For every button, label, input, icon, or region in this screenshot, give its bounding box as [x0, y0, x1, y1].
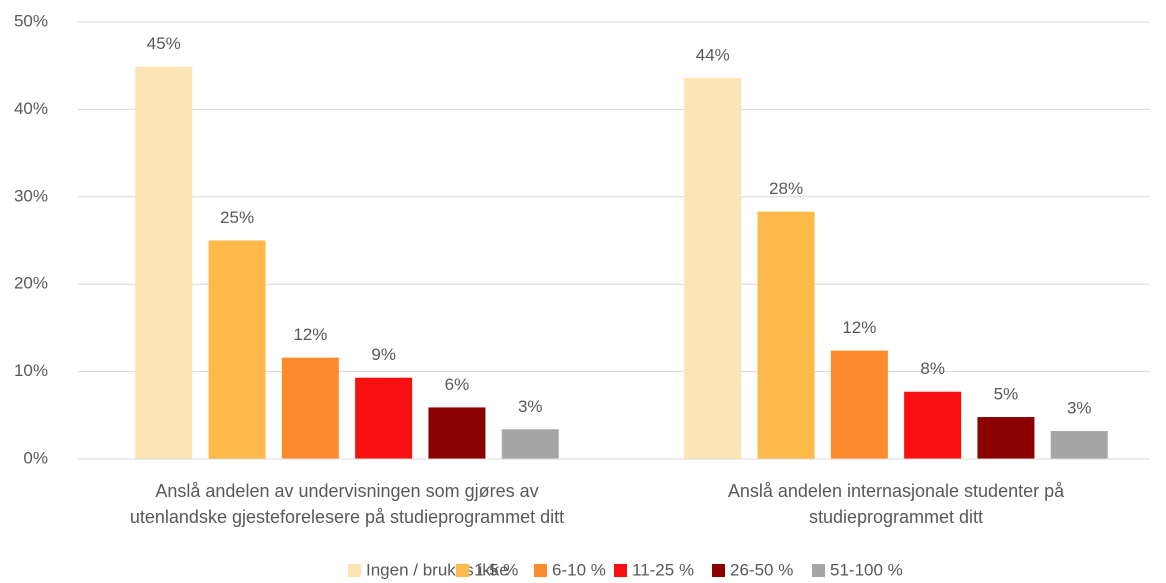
bar: [977, 417, 1035, 459]
bar: [757, 211, 815, 459]
x-tick-label: Anslå andelen av undervisningen som gjør…: [129, 481, 565, 527]
legend-label: 1-5 %: [474, 560, 518, 579]
y-tick-label: 40%: [14, 99, 48, 118]
legend-swatch: [456, 564, 469, 577]
legend-label: 6-10 %: [552, 560, 606, 579]
bar: [208, 240, 266, 459]
legend-label: 11-25 %: [632, 560, 694, 579]
data-label: 3%: [518, 397, 543, 416]
data-label: 45%: [147, 34, 181, 53]
bar: [355, 377, 413, 459]
bar: [904, 391, 962, 459]
data-label: 3%: [1067, 399, 1092, 418]
bar: [1050, 431, 1108, 459]
data-label: 12%: [842, 318, 876, 337]
legend-swatch: [812, 564, 825, 577]
data-label: 28%: [769, 179, 803, 198]
legend-label: Ingen / brukes ikke: [366, 560, 509, 579]
legend-swatch: [534, 564, 547, 577]
y-tick-label: 10%: [14, 361, 48, 380]
legend-swatch: [614, 564, 627, 577]
legend-swatch: [712, 564, 725, 577]
y-tick-label: 0%: [23, 448, 48, 467]
y-tick-label: 30%: [14, 186, 48, 205]
x-tick-label: Anslå andelen internasjonale studenter p…: [727, 481, 1065, 527]
bar: [281, 357, 339, 459]
bar: [684, 77, 742, 459]
data-label: 5%: [994, 385, 1019, 404]
data-label: 44%: [696, 45, 730, 64]
legend-label: 26-50 %: [730, 560, 793, 579]
bar: [428, 407, 486, 459]
bar: [501, 429, 559, 459]
legend-label: 51-100 %: [830, 560, 903, 579]
data-label: 8%: [920, 359, 945, 378]
data-label: 12%: [293, 325, 327, 344]
legend-swatch: [348, 564, 361, 577]
bar: [135, 66, 193, 459]
data-label: 25%: [220, 208, 254, 227]
y-tick-label: 50%: [14, 11, 48, 30]
data-label: 6%: [445, 375, 470, 394]
y-tick-label: 20%: [14, 274, 48, 293]
data-label: 9%: [371, 345, 396, 364]
bar: [830, 350, 888, 459]
